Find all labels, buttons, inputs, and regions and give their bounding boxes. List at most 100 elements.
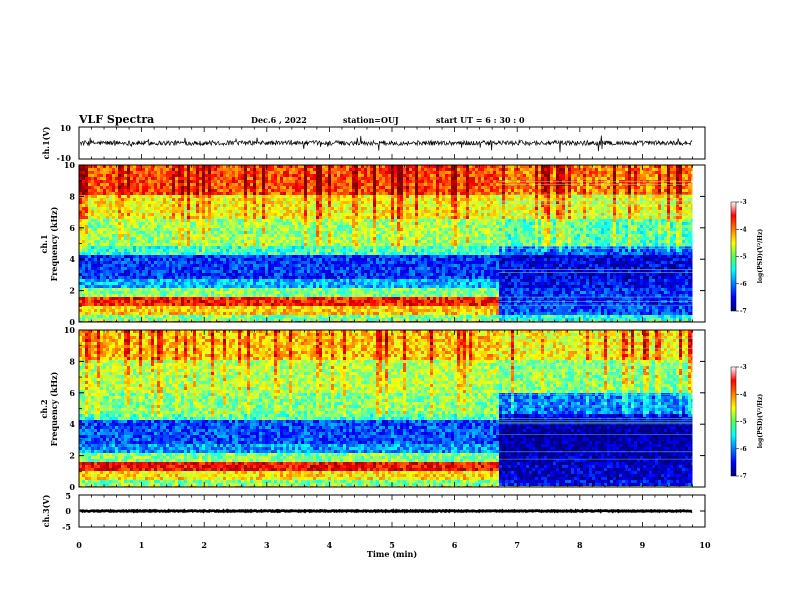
spectrogram-cell (136, 249, 139, 252)
panel-ch1-waveform: 10 -10 ch.1(V) (41, 123, 706, 163)
spectrogram-cell (286, 165, 289, 168)
spectrogram-cell (193, 240, 196, 243)
spectrogram-cell (205, 273, 208, 276)
spectrogram-cell (250, 177, 253, 180)
spectrogram-cell (313, 222, 316, 225)
spectrogram-cell (238, 204, 241, 207)
spectrogram-cell (169, 315, 172, 318)
spectrogram-cell (118, 210, 121, 213)
spectrogram-cell (94, 255, 97, 258)
spectrogram-cell (115, 273, 118, 276)
spectrogram-cell (91, 204, 94, 207)
spectrogram-cell (82, 204, 85, 207)
spectrogram-cell (199, 297, 202, 300)
spectrogram-cell (82, 216, 85, 219)
spectrogram-cell (331, 234, 334, 237)
spectrogram-cell (217, 243, 220, 246)
spectrogram-cell (142, 216, 145, 219)
spectrogram-cell (226, 258, 229, 261)
spectrogram-cell (202, 237, 205, 240)
spectrogram-cell (310, 288, 313, 291)
spectrogram-cell (229, 180, 232, 183)
spectrogram-cell (340, 276, 343, 279)
spectrogram-cell (226, 204, 229, 207)
spectrogram-cell (289, 297, 292, 300)
spectrogram-cell (100, 210, 103, 213)
spectrogram-cell (94, 237, 97, 240)
spectrogram-cell (313, 201, 316, 204)
spectrogram-cell (232, 177, 235, 180)
spectrogram-cell (91, 297, 94, 300)
spectrogram-cell (319, 285, 322, 288)
spectrogram-cell (343, 216, 346, 219)
spectrogram-cell (163, 189, 166, 192)
spectrogram-cell (205, 288, 208, 291)
spectrogram-cell (211, 237, 214, 240)
spectrogram-cell (181, 261, 184, 264)
spectrogram-cell (106, 216, 109, 219)
spectrogram-cell (184, 189, 187, 192)
spectrogram-cell (322, 309, 325, 312)
spectrogram-cell (187, 171, 190, 174)
spectrogram-cell (202, 315, 205, 318)
spectrogram-cell (184, 219, 187, 222)
spectrogram-cell (310, 258, 313, 261)
spectrogram-cell (226, 270, 229, 273)
spectrogram-cell (169, 237, 172, 240)
spectrogram-cell (283, 288, 286, 291)
spectrogram-cell (94, 195, 97, 198)
spectrogram-cell (277, 192, 280, 195)
spectrogram-cell (91, 186, 94, 189)
spectrogram-cell (127, 237, 130, 240)
spectrogram-cell (196, 282, 199, 285)
spectrogram-cell (262, 189, 265, 192)
spectrogram-cell (214, 177, 217, 180)
spectrogram-cell (148, 261, 151, 264)
spectrogram-cell (328, 225, 331, 228)
spectrogram-cell (181, 309, 184, 312)
spectrogram-cell (199, 207, 202, 210)
spectrogram-cell (160, 288, 163, 291)
spectrogram-cell (133, 168, 136, 171)
spectrogram-cell (235, 222, 238, 225)
spectrogram-cell (157, 270, 160, 273)
spectrogram-cell (142, 210, 145, 213)
spectrogram-cell (352, 279, 355, 282)
spectrogram-cell (202, 198, 205, 201)
spectrogram-cell (145, 246, 148, 249)
spectrogram-cell (85, 249, 88, 252)
spectrogram-cell (346, 219, 349, 222)
spectrogram-cell (130, 189, 133, 192)
spectrogram-cell (319, 180, 322, 183)
spectrogram-cell (322, 234, 325, 237)
spectrogram-cell (277, 213, 280, 216)
spectrogram-cell (277, 246, 280, 249)
spectrogram-cell (328, 258, 331, 261)
spectrogram-cell (352, 237, 355, 240)
spectrogram-cell (118, 246, 121, 249)
spectrogram-cell (298, 186, 301, 189)
spectrogram-cell (343, 222, 346, 225)
spectrogram-cell (193, 318, 196, 321)
spectrogram-cell (277, 180, 280, 183)
spectrogram-cell (301, 318, 304, 321)
spectrogram-cell (94, 183, 97, 186)
spectrogram-cell (250, 237, 253, 240)
spectrogram-cell (97, 225, 100, 228)
spectrogram-cell (298, 261, 301, 264)
spectrogram-cell (163, 216, 166, 219)
spectrogram-cell (208, 240, 211, 243)
spectrogram-cell (271, 207, 274, 210)
spectrogram-cell (331, 264, 334, 267)
spectrogram-cell (154, 222, 157, 225)
spectrogram-cell (304, 294, 307, 297)
spectrogram-cell (301, 180, 304, 183)
spectrogram-cell (133, 180, 136, 183)
spectrogram-cell (82, 300, 85, 303)
spectrogram-cell (334, 264, 337, 267)
spectrogram-cell (208, 180, 211, 183)
spectrogram-cell (295, 225, 298, 228)
spectrogram-cell (166, 276, 169, 279)
spectrogram-cell (259, 276, 262, 279)
spectrogram-cell (172, 252, 175, 255)
